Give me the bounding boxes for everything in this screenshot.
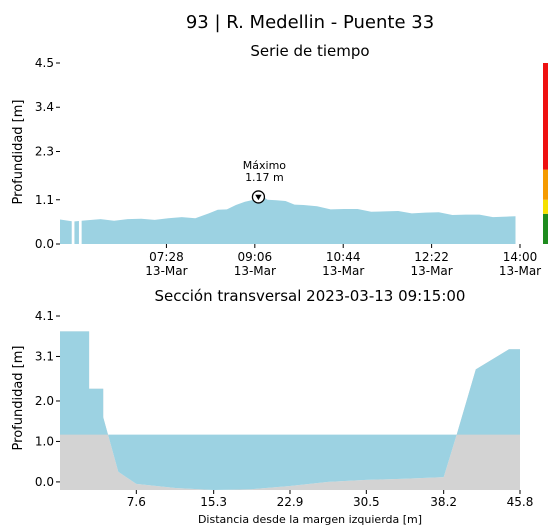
y-tick-label: 3.1: [35, 349, 54, 363]
data-gap: [78, 63, 82, 244]
y-tick-label: 2.3: [35, 144, 54, 158]
x-tick-label: 7.6: [127, 495, 146, 509]
x-tick-label: 22.9: [277, 495, 304, 509]
riverbed-ground: [60, 331, 520, 490]
max-marker-triangle: [255, 194, 262, 201]
x-tick-date: 13-Mar: [322, 264, 364, 278]
y-tick-label: 4.5: [35, 56, 54, 70]
x-tick-time: 10:44: [326, 250, 361, 264]
y-tick-label: 0.0: [35, 475, 54, 489]
x-tick-label: 38.2: [430, 495, 457, 509]
x-tick-date: 13-Mar: [410, 264, 452, 278]
cross-section-chart: Sección transversal 2023-03-13 09:15:00 …: [11, 287, 533, 526]
threshold-color-bar: [543, 63, 548, 244]
time-series-gaps: [71, 63, 82, 244]
y-tick-label: 1.0: [35, 434, 54, 448]
y-tick-label: 0.0: [35, 237, 54, 251]
threshold-segment: [543, 169, 548, 200]
cross-section-water: [60, 331, 520, 490]
x-tick-time: 12:22: [414, 250, 449, 264]
y-tick-label: 4.1: [35, 309, 54, 323]
time-series-y-axis-label: Profundidad [m]: [11, 100, 26, 205]
water-section: [60, 331, 520, 490]
x-tick-date: 13-Mar: [499, 264, 541, 278]
cross-section-x-axis-label: Distancia desde la margen izquierda [m]: [198, 513, 422, 526]
threshold-segment: [543, 213, 548, 244]
time-series-water-level: [60, 196, 516, 244]
time-series-x-ticks: 07:2813-Mar09:0613-Mar10:4413-Mar12:2213…: [145, 244, 541, 278]
x-tick-label: 30.5: [353, 495, 380, 509]
x-tick-label: 15.3: [200, 495, 227, 509]
cross-section-x-ticks: 7.6 15.3 22.9 30.5 38.2 45.8: [127, 490, 534, 509]
x-tick-time: 09:06: [238, 250, 273, 264]
y-tick-label: 1.1: [35, 193, 54, 207]
x-tick-time: 14:00: [503, 250, 538, 264]
x-tick-time: 07:28: [149, 250, 184, 264]
y-tick-label: 2.0: [35, 394, 54, 408]
x-tick-label: 45.8: [507, 495, 534, 509]
cross-section-title: Sección transversal 2023-03-13 09:15:00: [155, 287, 466, 305]
time-series-chart: Serie de tiempo Profundidad [m] 0.0 1.1 2.…: [11, 42, 548, 278]
time-series-area: [60, 196, 516, 244]
time-series-y-ticks: 0.0 1.1 2.3 3.4 4.5: [35, 56, 60, 251]
max-annotation-value: 1.17 m: [245, 171, 284, 184]
x-tick-date: 13-Mar: [145, 264, 187, 278]
threshold-segment: [543, 199, 548, 214]
threshold-segment: [543, 63, 548, 170]
figure-title: 93 | R. Medellin - Puente 33: [186, 12, 434, 33]
x-tick-date: 13-Mar: [234, 264, 276, 278]
cross-section-y-ticks: 0.0 1.0 2.0 3.1 4.1: [35, 309, 60, 489]
max-annotation: Máximo 1.17 m: [243, 159, 287, 204]
cross-section-ground: [60, 331, 520, 490]
y-tick-label: 3.4: [35, 100, 54, 114]
data-gap: [71, 63, 75, 244]
time-series-title: Serie de tiempo: [250, 42, 369, 60]
cross-section-y-axis-label: Profundidad [m]: [11, 346, 26, 451]
max-annotation-label: Máximo: [243, 159, 287, 172]
